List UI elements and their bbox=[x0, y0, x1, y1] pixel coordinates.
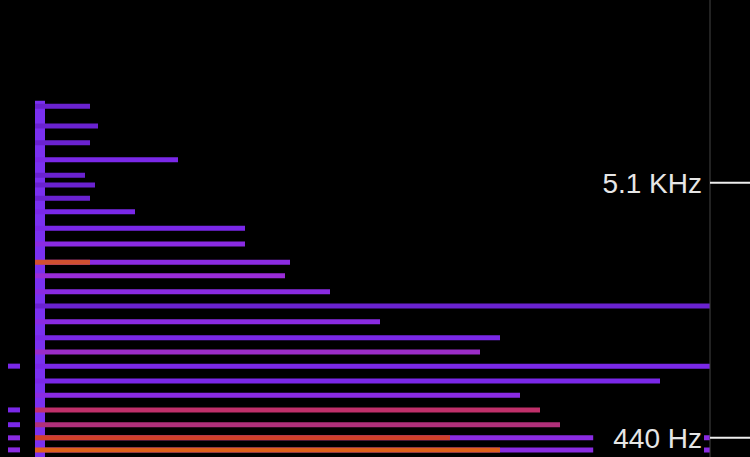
svg-text:440 Hz: 440 Hz bbox=[613, 423, 702, 454]
svg-text:5.1 KHz: 5.1 KHz bbox=[602, 168, 702, 199]
